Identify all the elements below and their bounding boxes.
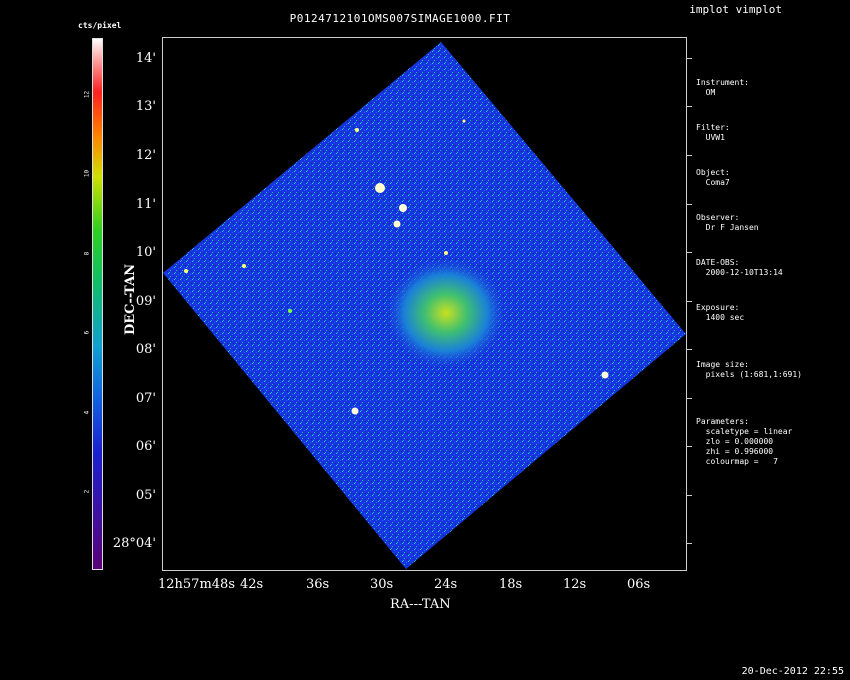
app-label: implot vimplot [689,3,782,16]
info-label: DATE-OBS: [696,258,740,267]
info-instrument: OM [705,88,716,97]
info-scaletype: scaletype = linear [705,427,793,436]
info-zlo: zlo = 0.000000 [705,437,774,446]
info-observer: Dr F Jansen [705,223,759,232]
y-tick-label: 05' [135,488,156,503]
y-tick-label: 11' [135,197,156,212]
y-tick-label: 09' [135,294,156,309]
x-tick-label: 06s [627,577,651,592]
y-axis-label: DEC--TAN [123,263,138,335]
timestamp: 20-Dec-2012 22:55 [741,666,844,677]
colorbar-title: cts/pixel [78,21,122,30]
galaxy-cluster-glow [386,258,506,368]
info-label: Parameters: [696,417,749,426]
x-tick-label: 42s [240,577,264,592]
y-tick-label: 07' [135,391,156,406]
colorbar-tick: 6 [83,330,91,335]
star [242,264,246,268]
info-label: Object: [696,168,730,177]
sky-image [163,42,686,569]
colorbar-tick: 8 [83,251,91,256]
star [393,220,401,228]
x-tick-label: 18s [499,577,523,592]
y-tick-label: 14' [135,51,156,66]
star [355,128,359,132]
info-label: Observer: [696,213,740,222]
info-label: Image size: [696,360,749,369]
info-object: Coma7 [705,178,730,187]
colorbar-tick: 4 [83,410,91,415]
info-exposure: 1400 sec [705,313,745,322]
y-tick-label: 13' [135,99,156,114]
star [462,119,466,123]
info-panel: Instrument: OM Filter: UVW1 Object: Coma… [696,58,802,482]
image-plot-frame[interactable] [162,37,687,571]
colorbar-tick: 2 [83,489,91,494]
x-tick-label: 36s [306,577,330,592]
colorbar [92,38,103,570]
info-label: Exposure: [696,303,740,312]
colorbar-tick: 10 [83,169,91,178]
x-tick-label: 12h57m48s [158,577,235,592]
info-label: Instrument: [696,78,749,87]
x-tick-label: 30s [370,577,394,592]
x-tick-label: 24s [434,577,458,592]
star [444,251,448,255]
colorbar-tick: 12 [83,90,91,99]
y-tick-label: 12' [135,148,156,163]
info-image-size: pixels (1:681,1:691) [705,370,802,379]
star [351,407,359,415]
info-filter: UVW1 [705,133,725,142]
x-axis-label: RA---TAN [390,597,451,612]
star [375,183,385,193]
image-title: P0124712101OMS007SIMAGE1000.FIT [289,12,511,25]
x-tick-label: 12s [563,577,587,592]
star [399,204,407,212]
y-tick-label: 10' [135,245,156,260]
info-date-obs: 2000-12-10T13:14 [705,268,783,277]
star [288,309,292,313]
info-colourmap: colourmap = 7 [705,457,778,466]
info-label: Filter: [696,123,730,132]
star [184,269,188,273]
y-tick-label: 08' [135,342,156,357]
info-zhi: zhi = 0.996000 [705,447,774,456]
star [601,371,609,379]
y-tick-label: 28°04' [112,536,156,551]
y-tick-label: 06' [135,439,156,454]
